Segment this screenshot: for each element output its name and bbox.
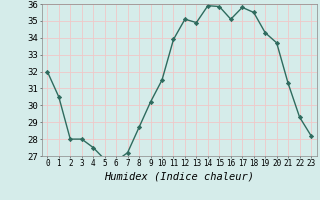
X-axis label: Humidex (Indice chaleur): Humidex (Indice chaleur) [104, 171, 254, 181]
